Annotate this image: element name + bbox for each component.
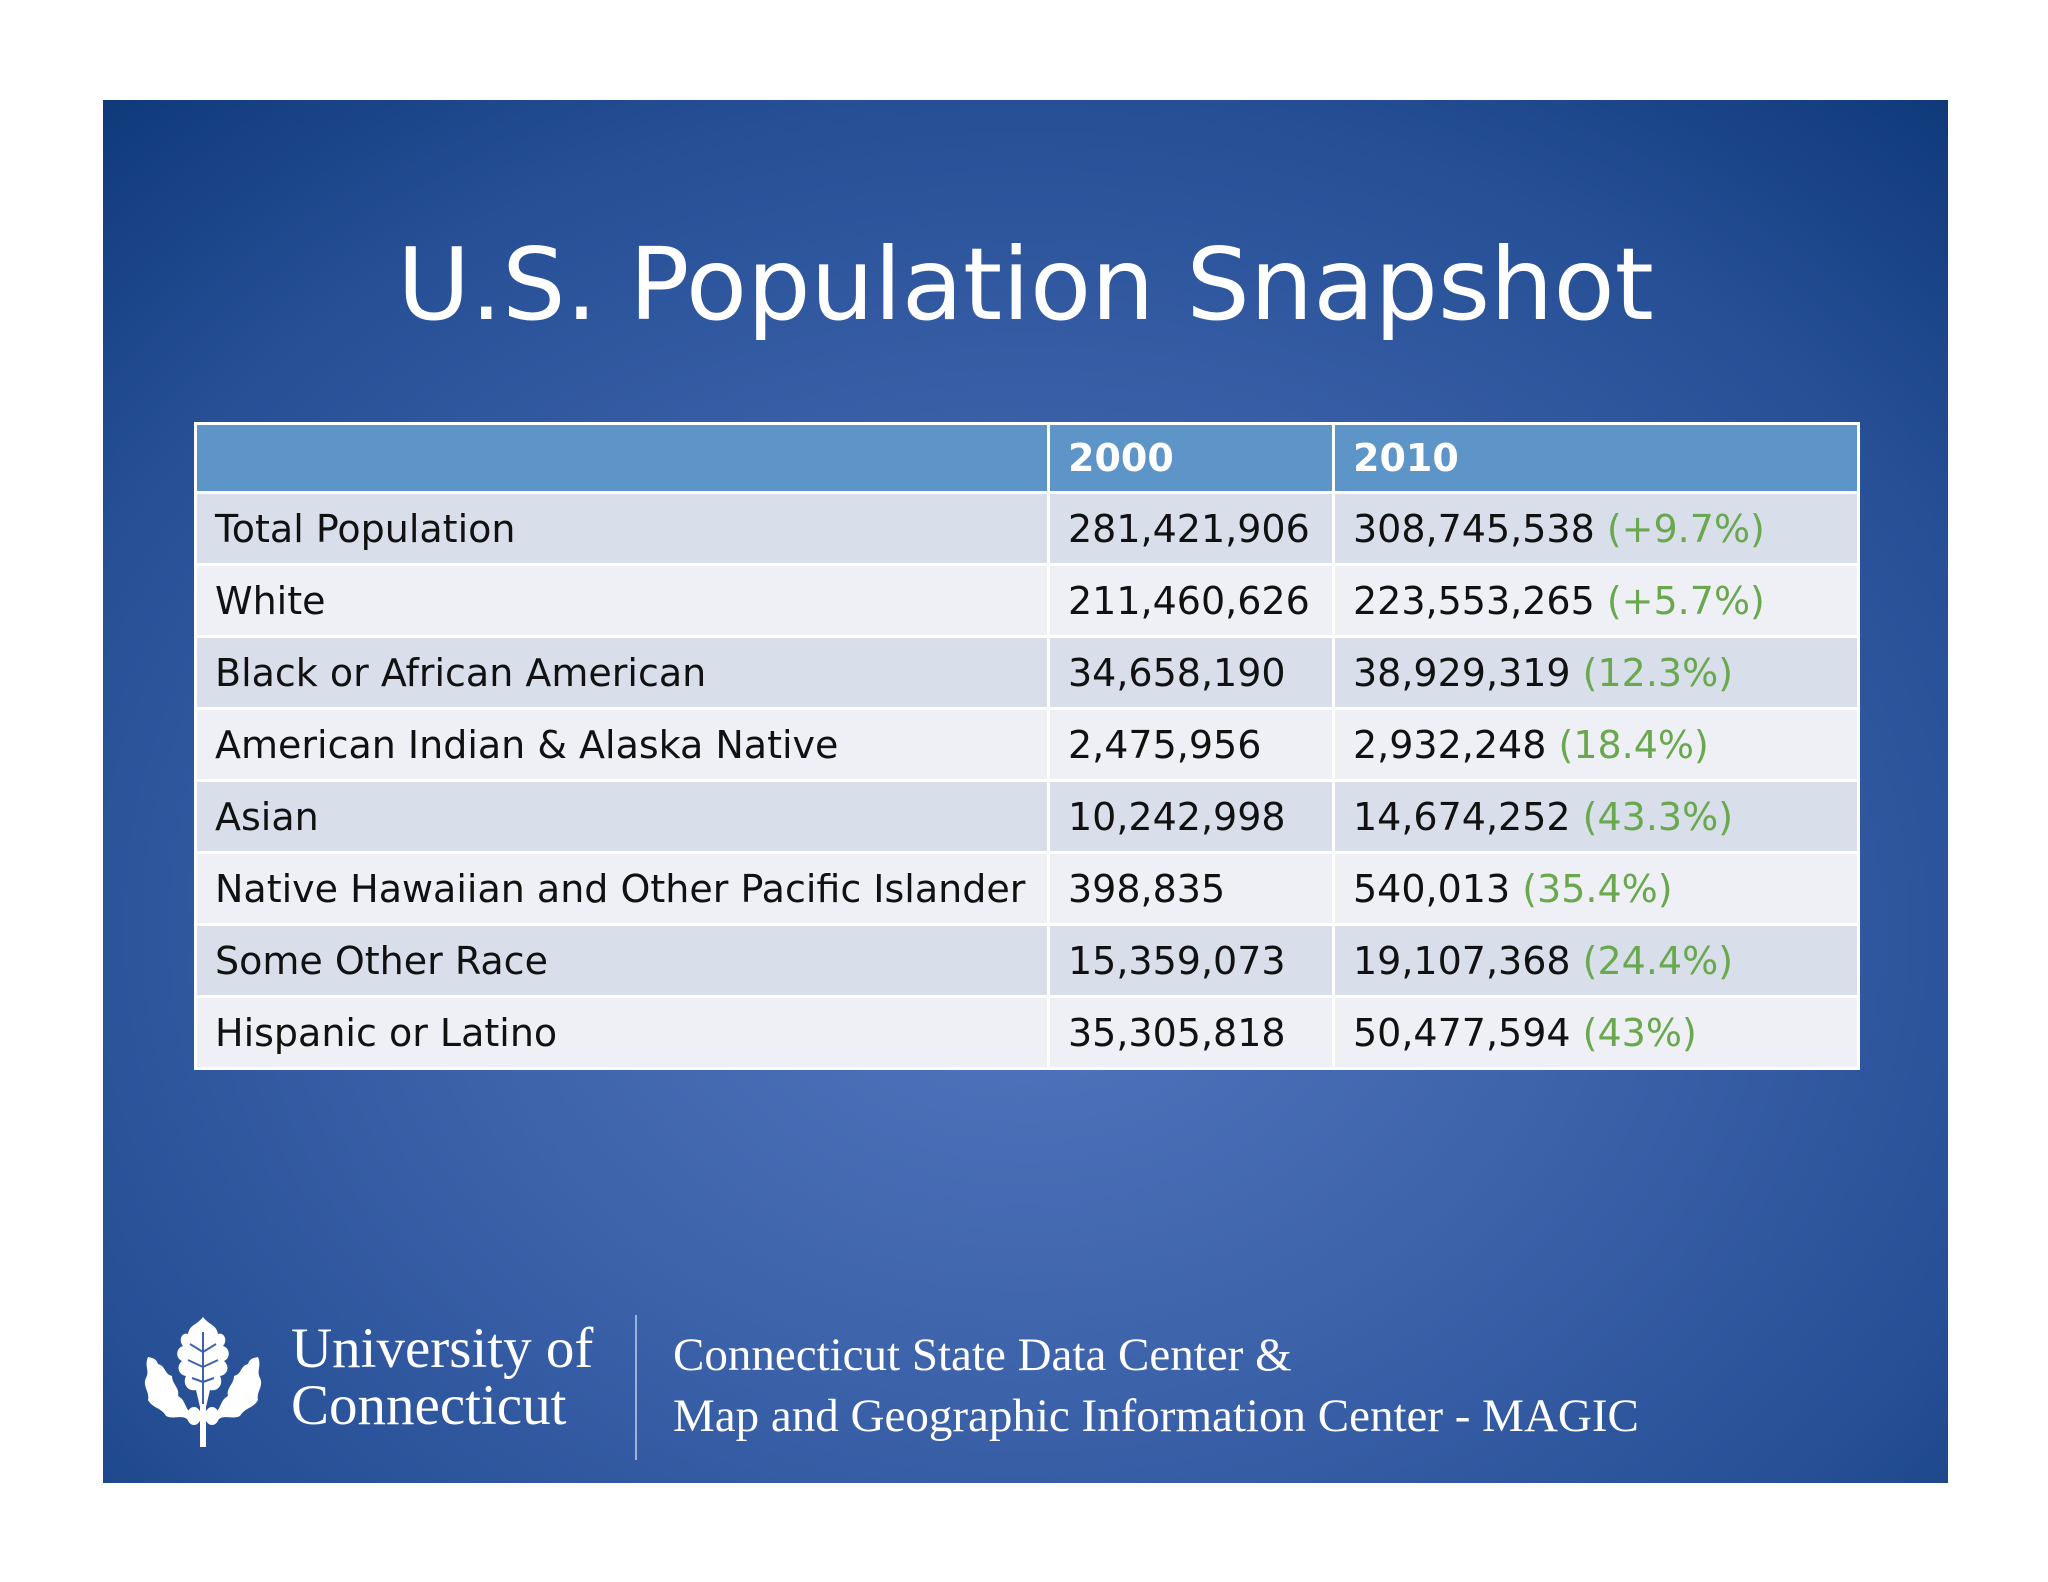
value-2010-cell: 2,932,248 (18.4%) [1332, 707, 1860, 782]
table-row: Some Other Race 15,359,073 19,107,368 (2… [194, 923, 1860, 998]
value-2010: 14,674,252 [1353, 794, 1571, 839]
table-row: Native Hawaiian and Other Pacific Island… [194, 851, 1860, 926]
population-table: 2000 2010 Total Population 281,421,906 3… [194, 422, 1860, 1070]
row-label: Some Other Race [194, 923, 1050, 998]
row-label: Total Population [194, 491, 1050, 566]
header-category [194, 422, 1050, 494]
table-row: Asian 10,242,998 14,674,252 (43.3%) [194, 779, 1860, 854]
table-row: Black or African American 34,658,190 38,… [194, 635, 1860, 710]
row-label: Black or African American [194, 635, 1050, 710]
table-row: Hispanic or Latino 35,305,818 50,477,594… [194, 995, 1860, 1070]
value-2000: 15,359,073 [1047, 923, 1335, 998]
row-label: Hispanic or Latino [194, 995, 1050, 1070]
value-2010-cell: 50,477,594 (43%) [1332, 995, 1860, 1070]
slide-title: U.S. Population Snapshot [397, 226, 1654, 343]
value-2010: 308,745,538 [1353, 506, 1595, 551]
table-row: Total Population 281,421,906 308,745,538… [194, 491, 1860, 566]
value-2000: 281,421,906 [1047, 491, 1335, 566]
value-2000: 2,475,956 [1047, 707, 1335, 782]
slide: U.S. Population Snapshot 2000 2010 Total… [103, 100, 1948, 1483]
university-wordmark: University of Connecticut [291, 1320, 593, 1434]
row-label: Asian [194, 779, 1050, 854]
value-2010-cell: 308,745,538 (+9.7%) [1332, 491, 1860, 566]
center-line-1: Connecticut State Data Center & [673, 1329, 1292, 1381]
change-percent: (43.3%) [1582, 794, 1734, 839]
value-2010: 38,929,319 [1353, 650, 1571, 695]
change-percent: (24.4%) [1582, 938, 1734, 983]
oak-leaf-icon [144, 1317, 262, 1447]
change-percent: (12.3%) [1582, 650, 1734, 695]
value-2010-cell: 19,107,368 (24.4%) [1332, 923, 1860, 998]
value-2010-cell: 223,553,265 (+5.7%) [1332, 563, 1860, 638]
header-2000: 2000 [1047, 422, 1335, 494]
value-2000: 34,658,190 [1047, 635, 1335, 710]
value-2010-cell: 14,674,252 (43.3%) [1332, 779, 1860, 854]
university-line-1: University of [291, 1317, 594, 1380]
row-label: Native Hawaiian and Other Pacific Island… [194, 851, 1050, 926]
change-percent: (+9.7%) [1606, 506, 1765, 551]
change-percent: (+5.7%) [1606, 578, 1765, 623]
university-line-2: Connecticut [291, 1374, 567, 1437]
value-2010-cell: 38,929,319 (12.3%) [1332, 635, 1860, 710]
value-2000: 211,460,626 [1047, 563, 1335, 638]
footer: University of Connecticut Connecticut St… [103, 1300, 1948, 1460]
value-2000: 10,242,998 [1047, 779, 1335, 854]
value-2010: 540,013 [1353, 866, 1511, 911]
value-2010: 223,553,265 [1353, 578, 1595, 623]
header-2010: 2010 [1332, 422, 1860, 494]
value-2010: 50,477,594 [1353, 1010, 1571, 1055]
change-percent: (43%) [1582, 1010, 1697, 1055]
value-2010: 19,107,368 [1353, 938, 1571, 983]
row-label: American Indian & Alaska Native [194, 707, 1050, 782]
table-row: White 211,460,626 223,553,265 (+5.7%) [194, 563, 1860, 638]
footer-divider [635, 1315, 637, 1460]
table-row: American Indian & Alaska Native 2,475,95… [194, 707, 1860, 782]
change-percent: (35.4%) [1522, 866, 1673, 911]
data-center-name: Connecticut State Data Center & Map and … [673, 1325, 1639, 1447]
value-2010-cell: 540,013 (35.4%) [1332, 851, 1860, 926]
row-label: White [194, 563, 1050, 638]
center-line-2: Map and Geographic Information Center - … [673, 1390, 1639, 1442]
value-2010: 2,932,248 [1353, 722, 1547, 767]
table-header-row: 2000 2010 [194, 422, 1860, 494]
value-2000: 398,835 [1047, 851, 1335, 926]
change-percent: (18.4%) [1558, 722, 1709, 767]
value-2000: 35,305,818 [1047, 995, 1335, 1070]
